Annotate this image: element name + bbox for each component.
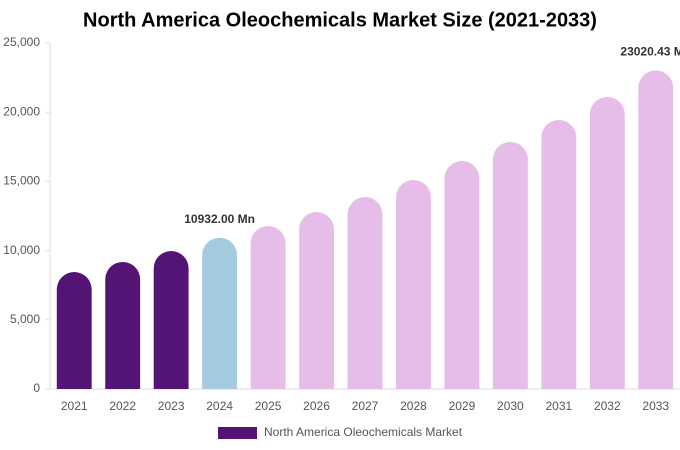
x-tick-label: 2022 bbox=[109, 399, 136, 413]
x-tick-label: 2029 bbox=[449, 399, 476, 413]
x-tick-label: 2024 bbox=[206, 399, 233, 413]
bar bbox=[589, 96, 625, 390]
legend-swatch bbox=[218, 427, 257, 439]
x-tick-label: 2021 bbox=[61, 399, 88, 413]
x-tick-label: 2033 bbox=[642, 399, 669, 413]
bar bbox=[444, 161, 480, 389]
value-label: 23020.43 Mn bbox=[620, 45, 680, 59]
y-tick-label: 0 bbox=[33, 381, 40, 395]
bar bbox=[56, 272, 92, 389]
value-label: 10932.00 Mn bbox=[184, 212, 255, 226]
x-tick-label: 2027 bbox=[352, 399, 379, 413]
bar bbox=[105, 261, 141, 389]
x-tick-label: 2031 bbox=[545, 399, 572, 413]
bar bbox=[299, 211, 334, 389]
y-tick-label: 5,000 bbox=[10, 312, 40, 326]
bar bbox=[153, 251, 189, 389]
bar bbox=[638, 70, 674, 390]
bar bbox=[202, 237, 238, 389]
bar bbox=[492, 141, 528, 389]
x-tick-label: 2028 bbox=[400, 399, 427, 413]
bar bbox=[396, 180, 431, 389]
bar bbox=[347, 197, 383, 389]
bar bbox=[250, 225, 286, 389]
y-tick-label: 20,000 bbox=[3, 104, 40, 118]
x-tick-label: 2030 bbox=[497, 399, 524, 413]
bar bbox=[541, 119, 577, 390]
x-tick-label: 2025 bbox=[255, 399, 282, 413]
y-tick-label: 25,000 bbox=[3, 35, 40, 49]
chart-title: North America Oleochemicals Market Size … bbox=[83, 9, 597, 31]
y-tick-label: 15,000 bbox=[3, 174, 40, 188]
x-tick-label: 2023 bbox=[158, 399, 185, 413]
legend-label: North America Oleochemicals Market bbox=[264, 425, 463, 439]
y-tick-label: 10,000 bbox=[3, 243, 40, 257]
x-tick-label: 2026 bbox=[303, 399, 330, 413]
x-tick-label: 2032 bbox=[594, 399, 621, 413]
